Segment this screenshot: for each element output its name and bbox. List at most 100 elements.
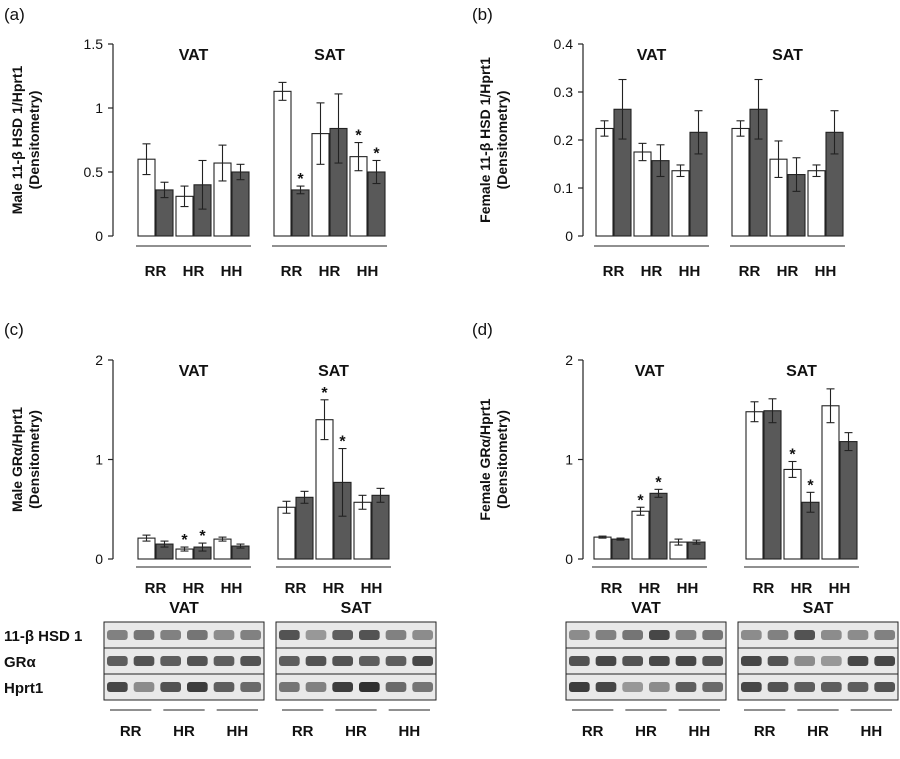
blot-category-label: HR <box>173 723 195 740</box>
blot-band <box>794 656 815 666</box>
blot-band <box>794 682 815 692</box>
blot-band <box>187 656 208 666</box>
bar <box>631 510 650 560</box>
blot-band <box>133 656 155 666</box>
blot-band <box>385 630 407 640</box>
y-tick-label: 0.4 <box>554 36 574 52</box>
blot-band <box>332 656 353 666</box>
blot-band <box>569 630 590 640</box>
category-label: HH <box>357 263 379 280</box>
significance-star: * <box>637 492 644 509</box>
blot-band <box>107 682 128 692</box>
blot-band <box>160 630 181 640</box>
blot-category-label: RR <box>292 723 314 740</box>
bar <box>273 90 292 237</box>
group-title: VAT <box>179 47 209 64</box>
significance-star: * <box>373 145 380 162</box>
group-title: VAT <box>179 363 209 380</box>
category-label: HR <box>641 263 663 280</box>
blot-band <box>412 630 433 640</box>
blot-band <box>240 682 261 692</box>
chart-panel-3: (d) Female GRα/Hprt1 (Densitometry) 0 1 2 VAT R… <box>472 320 859 597</box>
y-tick-label: 2 <box>565 352 573 368</box>
bar <box>671 170 690 237</box>
bar <box>745 411 764 560</box>
blot-band <box>359 656 380 666</box>
bar <box>807 170 826 237</box>
y-tick-label: 1 <box>95 100 103 116</box>
category-label: RR <box>145 263 167 280</box>
group-title: SAT <box>314 47 345 64</box>
category-label: HH <box>679 263 701 280</box>
blot-strip <box>737 647 899 675</box>
blot-band <box>675 682 697 692</box>
y-axis-label-unit: (Densitometry) <box>26 410 42 509</box>
chart-panel-1: (b) Female 11-β HSD 1/Hprt1 (Densitometry)… <box>472 5 845 280</box>
y-tick-label: 1 <box>565 452 573 468</box>
category-label: HR <box>323 580 345 597</box>
bar <box>231 171 250 237</box>
y-tick-label: 0 <box>565 551 573 567</box>
bar <box>593 536 612 560</box>
blot-category-label: RR <box>120 723 142 740</box>
blot-band <box>305 682 327 692</box>
bar <box>291 189 310 237</box>
blot-strip <box>275 647 437 675</box>
significance-star: * <box>339 434 346 451</box>
blot-band <box>675 656 697 666</box>
blot-band <box>649 656 670 666</box>
blot-band <box>213 656 235 666</box>
blot-band <box>767 630 789 640</box>
category-label: HH <box>815 263 837 280</box>
blot-strip <box>565 673 727 701</box>
category-label: HH <box>221 263 243 280</box>
significance-star: * <box>181 532 188 549</box>
category-label: HH <box>829 580 851 597</box>
y-tick-label: 0.3 <box>554 84 574 100</box>
bar <box>353 501 372 560</box>
category-label: HR <box>319 263 341 280</box>
blot-strip <box>565 621 727 649</box>
bar <box>315 419 334 560</box>
y-tick-label: 0 <box>565 228 573 244</box>
y-tick-label: 2 <box>95 352 103 368</box>
blot-category-label: HR <box>345 723 367 740</box>
y-tick-label: 0.5 <box>84 164 104 180</box>
blot-band <box>741 630 762 640</box>
blot-band <box>874 656 895 666</box>
chart-panel-2: (c) Male GRα/Hprt1 (Densitometry) 0 1 2 VAT RR *… <box>4 320 391 597</box>
group-title: SAT <box>318 363 349 380</box>
blot-band <box>847 682 869 692</box>
category-label: HH <box>361 580 383 597</box>
blot-band <box>821 656 842 666</box>
blot-band <box>702 630 723 640</box>
bar <box>731 127 750 237</box>
blot-band <box>305 630 327 640</box>
panel-label: (a) <box>4 5 25 24</box>
y-axis-label: Female GRα/Hprt1 <box>477 398 493 520</box>
blot-band <box>107 630 128 640</box>
panel-label: (d) <box>472 320 493 339</box>
blot-band <box>874 682 895 692</box>
bar <box>595 127 614 237</box>
blot-category-label: RR <box>754 723 776 740</box>
y-axis-label-unit: (Densitometry) <box>494 91 510 190</box>
blot-group-title: SAT <box>803 600 834 617</box>
significance-star: * <box>321 385 328 402</box>
blot-strip <box>737 673 899 701</box>
blot-band <box>160 682 181 692</box>
blot-band <box>702 656 723 666</box>
blot-band <box>622 630 643 640</box>
significance-star: * <box>655 474 662 491</box>
blot-band <box>569 682 590 692</box>
y-tick-label: 1.5 <box>84 36 104 52</box>
blot-band <box>359 682 380 692</box>
bar <box>783 468 802 560</box>
category-label: HH <box>677 580 699 597</box>
bar <box>821 405 840 560</box>
blot-category-label: RR <box>582 723 604 740</box>
blot-band <box>595 682 617 692</box>
group-title: VAT <box>637 47 667 64</box>
blot-strip <box>737 621 899 649</box>
